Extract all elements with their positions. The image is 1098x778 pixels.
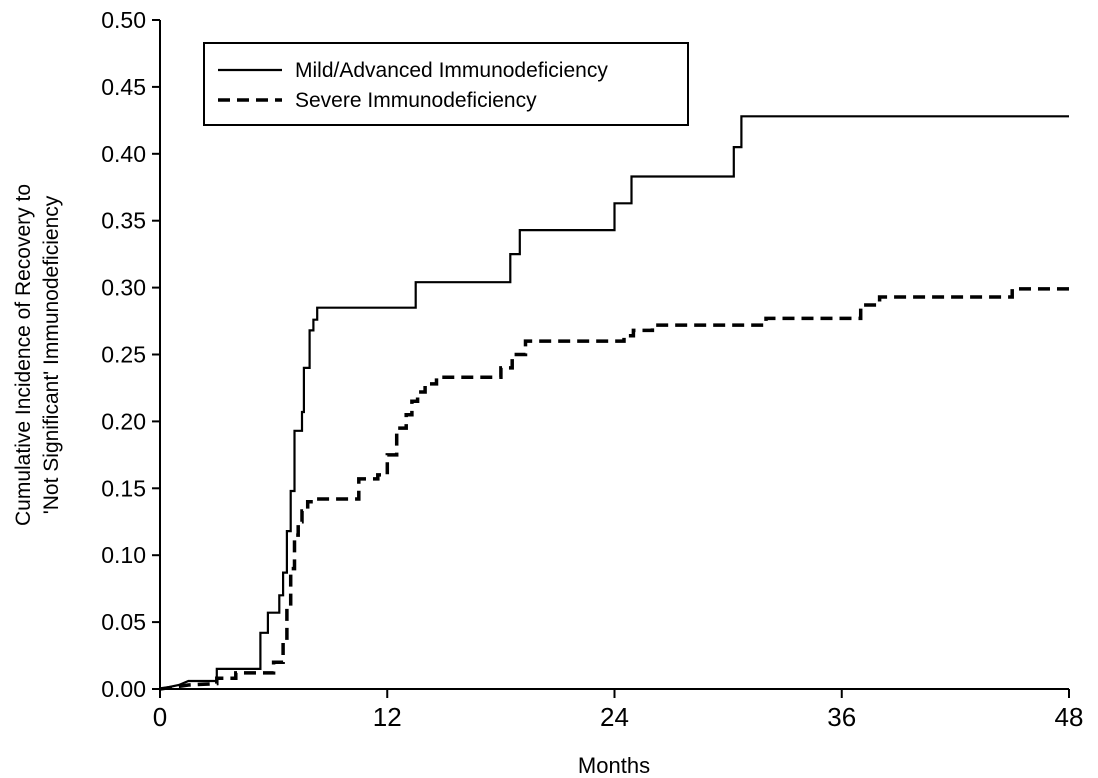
- y-tick-label: 0.20: [101, 408, 146, 434]
- series-line-mild-advanced: [159, 115, 1069, 691]
- y-tick-label: 0.00: [101, 676, 146, 702]
- x-axis-title: Months: [578, 753, 650, 778]
- y-tick-label: 0.40: [101, 141, 146, 167]
- series-line-severe: [159, 287, 1069, 691]
- y-tick-label: 0.35: [101, 208, 146, 234]
- x-tick-label: 48: [1055, 702, 1084, 732]
- legend: Mild/Advanced Immunodeficiency Severe Im…: [203, 42, 689, 126]
- series-layer: [159, 115, 1069, 691]
- legend-label-mild-advanced: Mild/Advanced Immunodeficiency: [295, 59, 608, 82]
- y-tick-label: 0.05: [101, 609, 146, 635]
- y-tick-label: 0.50: [101, 7, 146, 33]
- y-tick-label: 0.25: [101, 342, 146, 368]
- y-tick-label: 0.30: [101, 275, 146, 301]
- legend-box: [203, 42, 689, 126]
- y-tick-label: 0.10: [101, 542, 146, 568]
- x-tick-label: 0: [153, 702, 167, 732]
- x-tick-label: 36: [827, 702, 856, 732]
- x-tick-label: 12: [373, 702, 402, 732]
- y-tick-label: 0.45: [101, 74, 146, 100]
- axes-layer: 0.00 0.05 0.10 0.15 0.20 0.25 0.30 0.35 0.40 0.45…: [101, 7, 1083, 732]
- y-axis-title-line-2: 'Not Significant' Immunodeficiency: [40, 195, 63, 514]
- legend-label-severe: Severe Immunodeficiency: [295, 89, 537, 112]
- y-axis-title-line-1: Cumulative Incidence of Recovery to: [12, 184, 35, 526]
- x-tick-label: 24: [600, 702, 629, 732]
- y-tick-label: 0.15: [101, 475, 146, 501]
